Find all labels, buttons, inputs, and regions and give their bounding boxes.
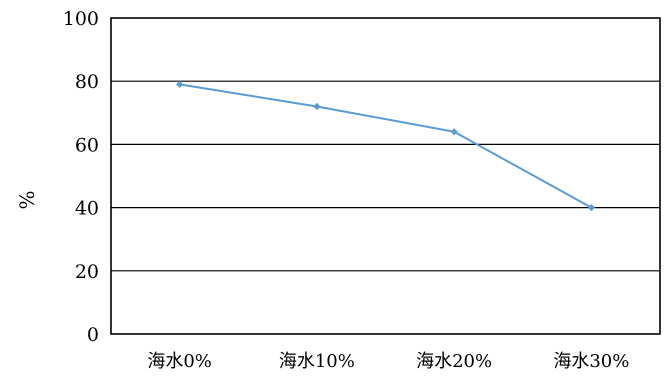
y-tick-label-100: 100 bbox=[63, 8, 99, 30]
data-point-2 bbox=[450, 128, 458, 136]
y-tick-label-20: 20 bbox=[75, 261, 99, 283]
y-axis-label: % bbox=[15, 190, 39, 209]
gridlines bbox=[111, 80, 660, 272]
series-line-0 bbox=[179, 83, 592, 209]
y-tick-labels: 0 20 40 60 80 100 bbox=[63, 8, 99, 346]
x-category-label-0: 海水0% bbox=[147, 351, 212, 372]
x-category-label-2: 海水20% bbox=[416, 351, 492, 372]
data-point-0 bbox=[176, 80, 184, 88]
y-tick-label-0: 0 bbox=[87, 324, 99, 346]
data-point-1 bbox=[313, 102, 321, 111]
x-category-labels: 海水0% 海水10% 海水20% 海水30% bbox=[147, 351, 629, 372]
y-tick-label-40: 40 bbox=[75, 198, 99, 220]
x-category-label-3: 海水30% bbox=[553, 351, 629, 372]
data-point-3 bbox=[587, 204, 595, 212]
series-layer bbox=[176, 80, 595, 212]
y-tick-label-60: 60 bbox=[75, 134, 99, 156]
y-tick-label-80: 80 bbox=[75, 71, 99, 93]
plot-area-frame bbox=[110, 17, 661, 335]
x-category-label-1: 海水10% bbox=[279, 351, 355, 372]
